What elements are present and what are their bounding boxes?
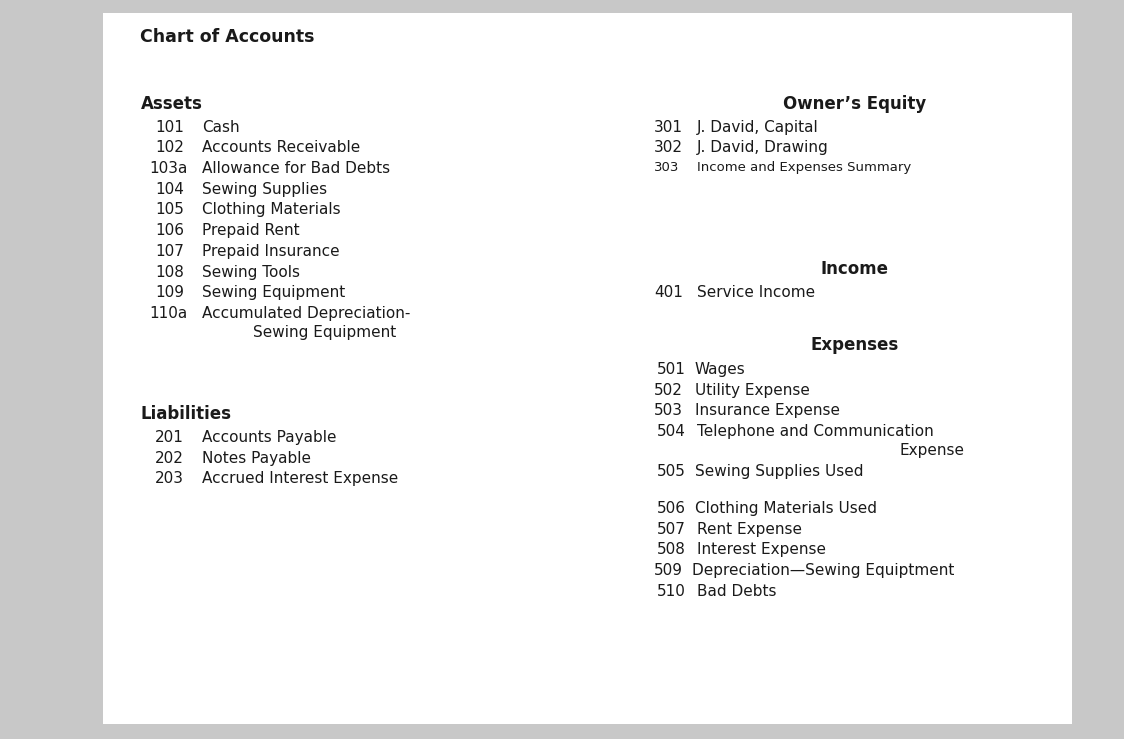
Text: Clothing Materials Used: Clothing Materials Used bbox=[695, 501, 877, 516]
Text: 506: 506 bbox=[656, 501, 686, 516]
Text: Sewing Equipment: Sewing Equipment bbox=[202, 285, 345, 300]
Text: Insurance Expense: Insurance Expense bbox=[695, 403, 840, 418]
Text: Expenses: Expenses bbox=[810, 336, 898, 354]
Text: Income and Expenses Summary: Income and Expenses Summary bbox=[697, 161, 912, 174]
Text: 503: 503 bbox=[654, 403, 683, 418]
Text: Rent Expense: Rent Expense bbox=[697, 522, 801, 537]
Text: Interest Expense: Interest Expense bbox=[697, 542, 826, 557]
Text: 401: 401 bbox=[654, 285, 683, 300]
Text: Wages: Wages bbox=[695, 362, 745, 377]
Text: 507: 507 bbox=[656, 522, 686, 537]
Text: 109: 109 bbox=[155, 285, 184, 300]
Text: 302: 302 bbox=[654, 140, 683, 155]
Text: Utility Expense: Utility Expense bbox=[695, 383, 809, 398]
Text: 303: 303 bbox=[654, 161, 680, 174]
Text: Sewing Supplies: Sewing Supplies bbox=[202, 182, 327, 197]
Text: 501: 501 bbox=[656, 362, 686, 377]
Text: 510: 510 bbox=[656, 584, 686, 599]
Text: Income: Income bbox=[821, 260, 888, 278]
Text: 508: 508 bbox=[656, 542, 686, 557]
Text: Accumulated Depreciation-: Accumulated Depreciation- bbox=[202, 306, 410, 321]
Text: Assets: Assets bbox=[140, 95, 202, 112]
Text: Liabilities: Liabilities bbox=[140, 405, 232, 423]
Text: Sewing Tools: Sewing Tools bbox=[202, 265, 300, 279]
Text: 502: 502 bbox=[654, 383, 683, 398]
Text: Sewing Supplies Used: Sewing Supplies Used bbox=[695, 464, 863, 479]
Text: 102: 102 bbox=[155, 140, 184, 155]
Text: Prepaid Insurance: Prepaid Insurance bbox=[202, 244, 339, 259]
Text: Service Income: Service Income bbox=[697, 285, 815, 300]
Text: J. David, Drawing: J. David, Drawing bbox=[697, 140, 828, 155]
Text: Accounts Receivable: Accounts Receivable bbox=[202, 140, 361, 155]
Text: J. David, Capital: J. David, Capital bbox=[697, 120, 818, 134]
Text: 202: 202 bbox=[155, 451, 184, 466]
Text: Expense: Expense bbox=[899, 443, 964, 458]
Text: Owner’s Equity: Owner’s Equity bbox=[782, 95, 926, 112]
Text: Notes Payable: Notes Payable bbox=[202, 451, 311, 466]
Text: Bad Debts: Bad Debts bbox=[697, 584, 777, 599]
Text: Sewing Equipment: Sewing Equipment bbox=[253, 325, 396, 340]
Text: Telephone and Communication: Telephone and Communication bbox=[697, 424, 934, 439]
Text: 505: 505 bbox=[656, 464, 686, 479]
Text: Allowance for Bad Debts: Allowance for Bad Debts bbox=[202, 161, 390, 176]
Text: 101: 101 bbox=[155, 120, 184, 134]
Text: 301: 301 bbox=[654, 120, 683, 134]
Text: 107: 107 bbox=[155, 244, 184, 259]
Text: Depreciation—Sewing Equiptment: Depreciation—Sewing Equiptment bbox=[692, 563, 954, 578]
Text: 110a: 110a bbox=[149, 306, 188, 321]
Text: Clothing Materials: Clothing Materials bbox=[202, 202, 341, 217]
Text: 201: 201 bbox=[155, 430, 184, 445]
Text: Prepaid Rent: Prepaid Rent bbox=[202, 223, 300, 238]
Text: Accrued Interest Expense: Accrued Interest Expense bbox=[202, 471, 399, 486]
Text: 509: 509 bbox=[654, 563, 683, 578]
Text: Chart of Accounts: Chart of Accounts bbox=[140, 28, 315, 46]
Text: 203: 203 bbox=[155, 471, 184, 486]
Text: 104: 104 bbox=[155, 182, 184, 197]
Text: 504: 504 bbox=[656, 424, 686, 439]
Text: Cash: Cash bbox=[202, 120, 239, 134]
Text: Accounts Payable: Accounts Payable bbox=[202, 430, 337, 445]
Text: 103a: 103a bbox=[149, 161, 188, 176]
Text: 105: 105 bbox=[155, 202, 184, 217]
Text: 108: 108 bbox=[155, 265, 184, 279]
Text: 106: 106 bbox=[155, 223, 184, 238]
